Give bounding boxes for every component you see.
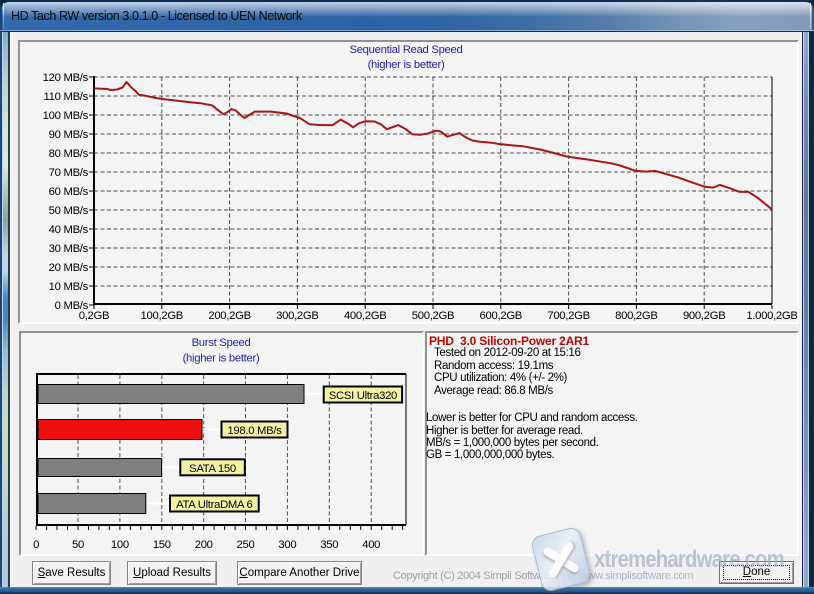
svg-text:300: 300 — [278, 539, 296, 551]
svg-text:Burst Speed: Burst Speed — [192, 337, 251, 349]
svg-text:90 MB/s: 90 MB/s — [49, 129, 89, 141]
svg-text:SATA 150: SATA 150 — [189, 463, 236, 475]
svg-text:(higher is better): (higher is better) — [368, 59, 445, 71]
svg-text:0: 0 — [33, 539, 39, 551]
svg-text:700,2GB: 700,2GB — [547, 310, 590, 322]
svg-text:350: 350 — [320, 539, 338, 551]
svg-text:(higher is better): (higher is better) — [183, 353, 260, 365]
svg-text:10 MB/s: 10 MB/s — [49, 281, 89, 293]
svg-text:400: 400 — [362, 539, 380, 551]
svg-text:400,2GB: 400,2GB — [344, 310, 387, 322]
svg-text:250: 250 — [237, 539, 255, 551]
svg-text:50: 50 — [72, 539, 84, 551]
svg-text:60 MB/s: 60 MB/s — [49, 186, 89, 198]
svg-text:20 MB/s: 20 MB/s — [49, 262, 89, 274]
svg-text:0,2GB: 0,2GB — [79, 310, 110, 322]
svg-text:SCSI Ultra320: SCSI Ultra320 — [329, 390, 397, 402]
svg-text:600,2GB: 600,2GB — [480, 310, 523, 322]
svg-text:500,2GB: 500,2GB — [412, 310, 455, 322]
svg-text:ATA UltraDMA 6: ATA UltraDMA 6 — [176, 499, 252, 511]
svg-text:800,2GB: 800,2GB — [615, 310, 658, 322]
svg-text:200: 200 — [195, 539, 213, 551]
svg-text:1.000,2GB: 1.000,2GB — [746, 310, 797, 322]
svg-text:150: 150 — [153, 539, 171, 551]
svg-text:Sequential Read Speed: Sequential Read Speed — [349, 44, 462, 56]
svg-text:120 MB/s: 120 MB/s — [43, 72, 89, 84]
svg-text:100,2GB: 100,2GB — [141, 310, 184, 322]
svg-text:198.0 MB/s: 198.0 MB/s — [227, 425, 282, 437]
svg-text:50 MB/s: 50 MB/s — [49, 205, 89, 217]
svg-text:70 MB/s: 70 MB/s — [49, 167, 89, 179]
svg-text:40 MB/s: 40 MB/s — [49, 224, 89, 236]
svg-text:0 MB/s: 0 MB/s — [55, 300, 89, 312]
svg-text:300,2GB: 300,2GB — [276, 310, 319, 322]
svg-text:100 MB/s: 100 MB/s — [43, 110, 89, 122]
svg-text:110 MB/s: 110 MB/s — [44, 91, 89, 103]
svg-text:900,2GB: 900,2GB — [683, 310, 726, 322]
svg-text:80 MB/s: 80 MB/s — [49, 148, 89, 160]
svg-text:100: 100 — [111, 539, 129, 551]
svg-text:30 MB/s: 30 MB/s — [49, 243, 89, 255]
svg-text:200,2GB: 200,2GB — [208, 310, 251, 322]
